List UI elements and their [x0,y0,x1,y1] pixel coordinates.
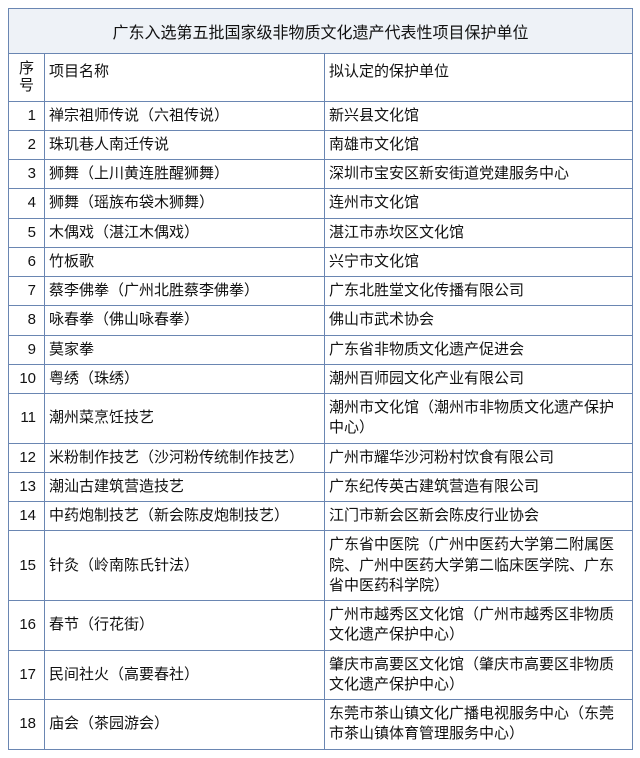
cell-unit: 潮州百师园文化产业有限公司 [325,364,633,393]
table-body: 1禅宗祖师传说（六祖传说）新兴县文化馆2珠玑巷人南迁传说南雄市文化馆3狮舞（上川… [9,101,633,749]
table-row: 4狮舞（瑶族布袋木狮舞）连州市文化馆 [9,189,633,218]
cell-unit: 佛山市武术协会 [325,306,633,335]
cell-seq: 3 [9,160,45,189]
cell-seq: 14 [9,502,45,531]
cell-name: 民间社火（高要春社） [45,650,325,700]
table-title-row: 广东入选第五批国家级非物质文化遗产代表性项目保护单位 [9,9,633,54]
col-header-unit: 拟认定的保护单位 [325,54,633,102]
cell-name: 中药炮制技艺（新会陈皮炮制技艺） [45,502,325,531]
cell-name: 春节（行花街） [45,601,325,651]
cell-seq: 16 [9,601,45,651]
cell-unit: 连州市文化馆 [325,189,633,218]
cell-unit: 广东北胜堂文化传播有限公司 [325,277,633,306]
cell-unit: 广东纪传英古建筑营造有限公司 [325,472,633,501]
cell-name: 珠玑巷人南迁传说 [45,130,325,159]
cell-unit: 广东省非物质文化遗产促进会 [325,335,633,364]
table-row: 16春节（行花街）广州市越秀区文化馆（广州市越秀区非物质文化遗产保护中心） [9,601,633,651]
cell-unit: 新兴县文化馆 [325,101,633,130]
cell-unit: 兴宁市文化馆 [325,247,633,276]
cell-unit: 广州市耀华沙河粉村饮食有限公司 [325,443,633,472]
cell-unit: 肇庆市高要区文化馆（肇庆市高要区非物质文化遗产保护中心） [325,650,633,700]
table-row: 17民间社火（高要春社）肇庆市高要区文化馆（肇庆市高要区非物质文化遗产保护中心） [9,650,633,700]
cell-unit: 广东省中医院（广州中医药大学第二附属医院、广州中医药大学第二临床医学院、广东省中… [325,531,633,601]
cell-name: 潮汕古建筑营造技艺 [45,472,325,501]
cell-unit: 湛江市赤坎区文化馆 [325,218,633,247]
cell-name: 针灸（岭南陈氏针法） [45,531,325,601]
cell-seq: 13 [9,472,45,501]
cell-name: 禅宗祖师传说（六祖传说） [45,101,325,130]
col-header-seq: 序号 [9,54,45,102]
cell-unit: 广州市越秀区文化馆（广州市越秀区非物质文化遗产保护中心） [325,601,633,651]
cell-seq: 7 [9,277,45,306]
table-row: 2珠玑巷人南迁传说南雄市文化馆 [9,130,633,159]
cell-name: 粤绣（珠绣） [45,364,325,393]
cell-seq: 17 [9,650,45,700]
table-row: 6竹板歌兴宁市文化馆 [9,247,633,276]
cell-name: 米粉制作技艺（沙河粉传统制作技艺） [45,443,325,472]
cell-seq: 10 [9,364,45,393]
cell-seq: 9 [9,335,45,364]
table-row: 7蔡李佛拳（广州北胜蔡李佛拳）广东北胜堂文化传播有限公司 [9,277,633,306]
cell-name: 木偶戏（湛江木偶戏） [45,218,325,247]
cell-name: 咏春拳（佛山咏春拳） [45,306,325,335]
cell-unit: 江门市新会区新会陈皮行业协会 [325,502,633,531]
table-row: 5木偶戏（湛江木偶戏）湛江市赤坎区文化馆 [9,218,633,247]
table-row: 10粤绣（珠绣）潮州百师园文化产业有限公司 [9,364,633,393]
cell-name: 竹板歌 [45,247,325,276]
cell-seq: 11 [9,394,45,444]
cell-unit: 南雄市文化馆 [325,130,633,159]
cell-name: 蔡李佛拳（广州北胜蔡李佛拳） [45,277,325,306]
table-row: 9莫家拳广东省非物质文化遗产促进会 [9,335,633,364]
heritage-table: 广东入选第五批国家级非物质文化遗产代表性项目保护单位 序号 项目名称 拟认定的保… [8,8,633,750]
cell-seq: 4 [9,189,45,218]
cell-name: 狮舞（上川黄连胜醒狮舞） [45,160,325,189]
table-row: 15针灸（岭南陈氏针法）广东省中医院（广州中医药大学第二附属医院、广州中医药大学… [9,531,633,601]
cell-seq: 6 [9,247,45,276]
cell-seq: 18 [9,700,45,750]
cell-seq: 12 [9,443,45,472]
table-row: 8咏春拳（佛山咏春拳）佛山市武术协会 [9,306,633,335]
cell-name: 狮舞（瑶族布袋木狮舞） [45,189,325,218]
table-row: 11潮州菜烹饪技艺潮州市文化馆（潮州市非物质文化遗产保护中心） [9,394,633,444]
cell-unit: 深圳市宝安区新安街道党建服务中心 [325,160,633,189]
cell-unit: 东莞市茶山镇文化广播电视服务中心（东莞市茶山镇体育管理服务中心） [325,700,633,750]
cell-name: 庙会（茶园游会） [45,700,325,750]
cell-seq: 1 [9,101,45,130]
cell-name: 潮州菜烹饪技艺 [45,394,325,444]
table-header-row: 序号 项目名称 拟认定的保护单位 [9,54,633,102]
table-title: 广东入选第五批国家级非物质文化遗产代表性项目保护单位 [9,9,633,54]
cell-name: 莫家拳 [45,335,325,364]
table-row: 3狮舞（上川黄连胜醒狮舞）深圳市宝安区新安街道党建服务中心 [9,160,633,189]
cell-unit: 潮州市文化馆（潮州市非物质文化遗产保护中心） [325,394,633,444]
table-row: 14中药炮制技艺（新会陈皮炮制技艺）江门市新会区新会陈皮行业协会 [9,502,633,531]
table-row: 18庙会（茶园游会）东莞市茶山镇文化广播电视服务中心（东莞市茶山镇体育管理服务中… [9,700,633,750]
cell-seq: 5 [9,218,45,247]
table-row: 13潮汕古建筑营造技艺广东纪传英古建筑营造有限公司 [9,472,633,501]
cell-seq: 2 [9,130,45,159]
table-row: 12米粉制作技艺（沙河粉传统制作技艺）广州市耀华沙河粉村饮食有限公司 [9,443,633,472]
cell-seq: 8 [9,306,45,335]
cell-seq: 15 [9,531,45,601]
table-row: 1禅宗祖师传说（六祖传说）新兴县文化馆 [9,101,633,130]
col-header-name: 项目名称 [45,54,325,102]
